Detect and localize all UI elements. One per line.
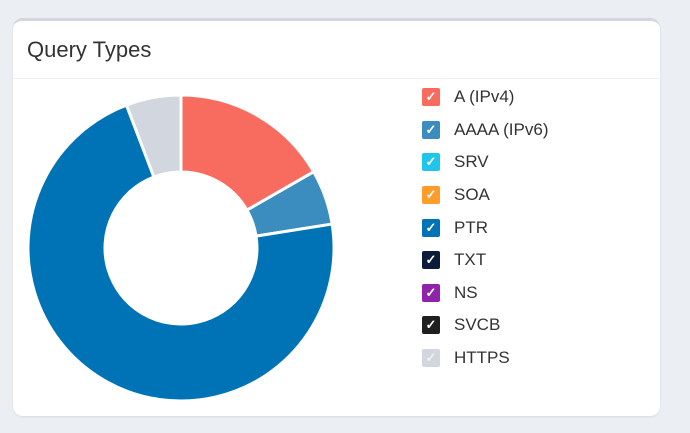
checkbox-checked-icon[interactable]: ✓	[422, 349, 440, 368]
checkbox-checked-icon[interactable]: ✓	[422, 186, 440, 205]
checkbox-checked-icon[interactable]: ✓	[422, 283, 440, 302]
legend-label: AAAA (IPv6)	[454, 119, 549, 139]
card-header: Query Types	[13, 21, 660, 79]
checkbox-checked-icon[interactable]: ✓	[422, 153, 440, 172]
legend-label: PTR	[454, 217, 488, 237]
legend-label: SRV	[454, 152, 489, 172]
legend-item[interactable]: ✓ TXT	[422, 244, 548, 277]
card-title: Query Types	[27, 37, 152, 62]
legend-item[interactable]: ✓ A (IPv4)	[422, 81, 548, 114]
legend-item[interactable]: ✓ SVCB	[422, 309, 548, 342]
checkbox-checked-icon[interactable]: ✓	[422, 316, 440, 335]
query-types-donut-chart	[26, 93, 336, 403]
donut-slice-ptr[interactable]	[26, 103, 336, 403]
donut-slice-a-ipv4[interactable]	[179, 93, 316, 213]
legend-item[interactable]: ✓ PTR	[422, 211, 548, 244]
checkbox-checked-icon[interactable]: ✓	[422, 120, 440, 139]
legend-item[interactable]: ✓ NS	[422, 277, 548, 310]
donut-slice-https[interactable]	[124, 93, 183, 179]
legend-item[interactable]: ✓ HTTPS	[422, 342, 548, 375]
legend-label: SVCB	[454, 315, 501, 335]
legend-label: TXT	[454, 250, 487, 270]
legend-label: NS	[454, 282, 478, 302]
checkbox-checked-icon[interactable]: ✓	[422, 218, 440, 237]
legend-item[interactable]: ✓ SRV	[422, 146, 548, 179]
legend-item[interactable]: ✓ SOA	[422, 179, 548, 212]
legend-label: HTTPS	[454, 348, 510, 368]
checkbox-checked-icon[interactable]: ✓	[422, 251, 440, 270]
legend-item[interactable]: ✓ AAAA (IPv6)	[422, 114, 548, 147]
legend-label: A (IPv4)	[454, 87, 515, 107]
chart-legend: ✓ A (IPv4) ✓ AAAA (IPv6) ✓ SRV ✓ SOA ✓ PTR ✓ TXT ✓ NS…	[422, 81, 548, 374]
checkbox-checked-icon[interactable]: ✓	[422, 88, 440, 107]
legend-label: SOA	[454, 185, 490, 205]
